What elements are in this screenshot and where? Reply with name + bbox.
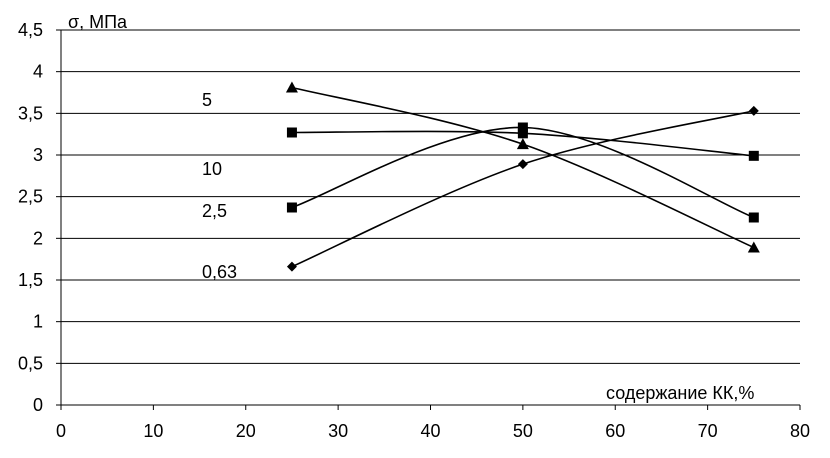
series-2-point-0 <box>286 202 297 213</box>
series-label-0-63: 0,63 <box>202 262 237 282</box>
y-tick-label-4: 2 <box>33 228 43 248</box>
series-3-point-0 <box>286 261 297 272</box>
series-label-10: 10 <box>202 159 222 179</box>
grid-lines <box>61 29 800 364</box>
x-tick-label-4: 40 <box>420 421 440 441</box>
labels: σ, МПа содержание КК,% 5 10 2,5 0,63 <box>68 12 754 403</box>
y-tick-label-6: 3 <box>33 145 43 165</box>
y-tick-label-2: 1 <box>33 312 43 332</box>
series-2-point-1 <box>517 122 528 133</box>
x-axis-title: содержание КК,% <box>606 383 754 403</box>
series-3-point-2 <box>748 105 759 116</box>
series-label-5: 5 <box>202 90 212 110</box>
series-2-point-2 <box>748 212 759 223</box>
series-label-2-5: 2,5 <box>202 201 227 221</box>
y-tick-label-9: 4,5 <box>18 20 43 40</box>
y-tick-label-0: 0 <box>33 395 43 415</box>
series-1-point-2 <box>748 150 759 161</box>
x-tick-label-2: 20 <box>236 421 256 441</box>
x-tick-label-6: 60 <box>605 421 625 441</box>
x-tick-label-1: 10 <box>143 421 163 441</box>
series-0-point-2 <box>747 241 760 253</box>
series-0-point-0 <box>285 81 298 93</box>
axes: 0 0,5 1 1,5 2 2,5 3 3,5 4 4,5 0 10 20 30 40 50 60 70 80 <box>18 20 810 441</box>
x-tick-label-5: 50 <box>513 421 533 441</box>
x-tick-label-0: 0 <box>56 421 66 441</box>
series-3-point-1 <box>517 159 528 170</box>
y-tick-label-7: 3,5 <box>18 103 43 123</box>
x-tick-label-8: 80 <box>790 421 810 441</box>
x-tick-label-3: 30 <box>328 421 348 441</box>
y-tick-label-8: 4 <box>33 62 43 82</box>
series-1-point-1 <box>517 128 528 139</box>
x-tick-label-7: 70 <box>698 421 718 441</box>
series-0-point-1 <box>516 138 529 150</box>
series-1-point-0 <box>286 127 297 138</box>
series-markers <box>285 81 760 272</box>
series-lines <box>291 86 755 268</box>
y-tick-label-1: 0,5 <box>18 353 43 373</box>
y-tick-label-3: 1,5 <box>18 270 43 290</box>
y-tick-label-5: 2,5 <box>18 187 43 207</box>
y-axis-title: σ, МПа <box>68 12 128 32</box>
